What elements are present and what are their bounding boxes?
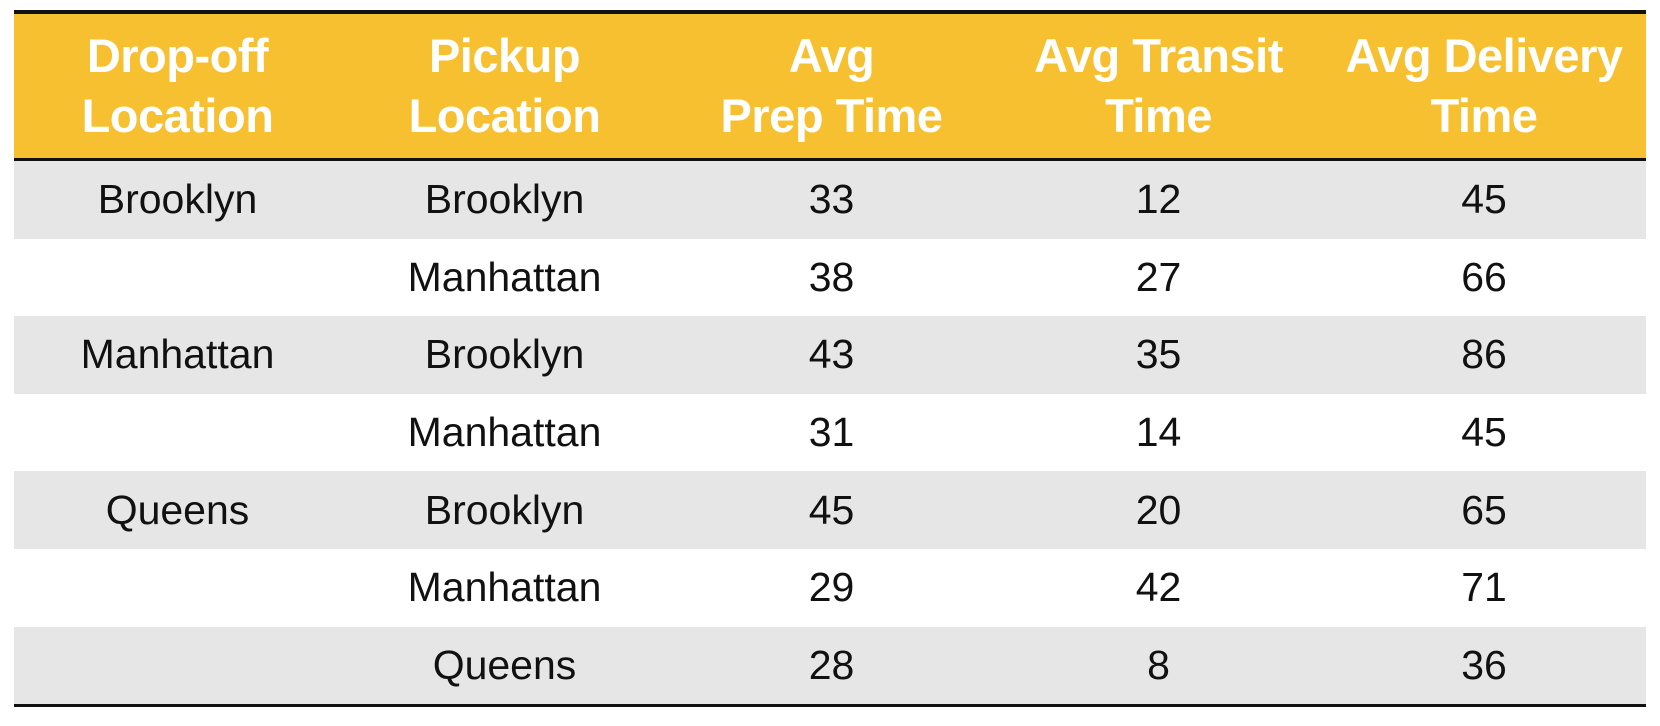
pickup-cell: Brooklyn: [424, 176, 585, 223]
delivery-time-cell: 86: [1461, 331, 1507, 378]
table-row: Manhattan 38 27 66: [14, 239, 1646, 317]
table-top-rule: [14, 10, 1646, 14]
header-pickup-location: Pickup Location: [408, 29, 601, 142]
transit-time-cell: 27: [1135, 253, 1182, 300]
delivery-time-cell: 65: [1461, 486, 1507, 533]
prep-time-cell: 33: [808, 176, 855, 223]
prep-time-cell: 29: [808, 564, 855, 611]
header-avg-transit-time: Avg Transit Time: [1034, 29, 1283, 142]
table-bottom-rule: [14, 704, 1646, 708]
pickup-cell: Brooklyn: [424, 486, 585, 533]
pickup-cell: Manhattan: [407, 409, 602, 456]
dropoff-cell: [14, 549, 341, 627]
pickup-cell: Queens: [432, 641, 577, 688]
delivery-time-cell: 45: [1461, 176, 1507, 223]
pickup-cell: Manhattan: [407, 253, 602, 300]
table-row: Queens Brooklyn 45 20 65: [14, 471, 1646, 549]
delivery-times-table: Drop-off Location Pickup Location Avg Pr…: [14, 10, 1646, 708]
table-header-row: Drop-off Location Pickup Location Avg Pr…: [14, 14, 1646, 161]
delivery-time-cell: 36: [1461, 641, 1507, 688]
transit-time-cell: 12: [1135, 176, 1182, 223]
dropoff-cell: Brooklyn: [97, 176, 258, 223]
prep-time-cell: 31: [808, 409, 855, 456]
table-row: Manhattan 29 42 71: [14, 549, 1646, 627]
dropoff-cell: [14, 627, 341, 705]
prep-time-cell: 45: [808, 486, 855, 533]
header-avg-delivery-time: Avg Delivery Time: [1345, 29, 1623, 142]
dropoff-cell: [14, 239, 341, 317]
transit-time-cell: 8: [1147, 641, 1170, 688]
header-dropoff-location: Drop-off Location: [81, 29, 274, 142]
header-avg-prep-time: Avg Prep Time: [720, 29, 943, 142]
prep-time-cell: 28: [808, 641, 855, 688]
delivery-time-cell: 66: [1461, 253, 1507, 300]
dropoff-cell: Manhattan: [80, 331, 275, 378]
delivery-time-cell: 45: [1461, 409, 1507, 456]
prep-time-cell: 38: [808, 253, 855, 300]
transit-time-cell: 20: [1135, 486, 1182, 533]
dropoff-cell: [14, 394, 341, 472]
transit-time-cell: 35: [1135, 331, 1182, 378]
table-row: Manhattan Brooklyn 43 35 86: [14, 316, 1646, 394]
delivery-time-cell: 71: [1461, 564, 1507, 611]
dropoff-cell: Queens: [105, 486, 250, 533]
transit-time-cell: 14: [1135, 409, 1182, 456]
transit-time-cell: 42: [1135, 564, 1182, 611]
pickup-cell: Manhattan: [407, 564, 602, 611]
table-row: Queens 28 8 36: [14, 626, 1646, 705]
table-row: Manhattan 31 14 45: [14, 394, 1646, 472]
prep-time-cell: 43: [808, 331, 855, 378]
table-row: Brooklyn Brooklyn 33 12 45: [14, 161, 1646, 239]
pickup-cell: Brooklyn: [424, 331, 585, 378]
